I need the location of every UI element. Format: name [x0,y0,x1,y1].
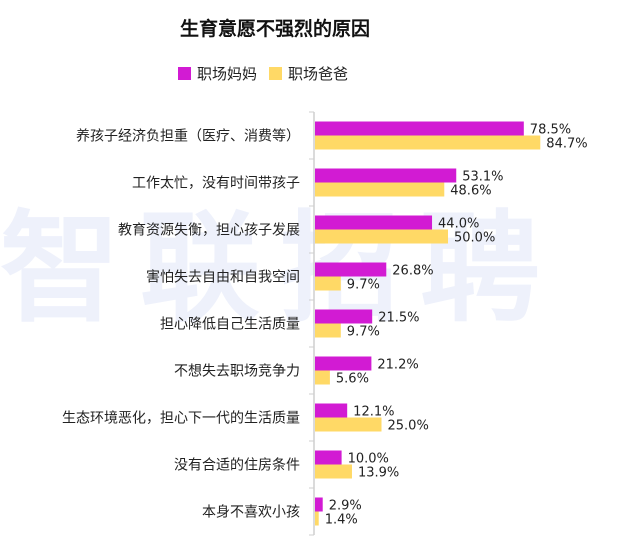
data-label-fathers: 9.7% [347,325,380,340]
category-label: 害怕失去自由和自我空间 [146,270,300,286]
data-label-fathers: 48.6% [450,184,491,199]
data-label-mothers: 12.1% [353,405,394,420]
bar-mothers [315,497,323,512]
data-label-mothers: 21.2% [377,358,418,373]
legend: 职场妈妈 职场爸爸 [178,62,360,84]
bar-fathers [315,276,341,291]
bar-mothers [315,450,342,465]
legend-label-fathers: 职场爸爸 [288,64,349,83]
bar-fathers [315,323,341,338]
data-label-fathers: 1.4% [325,513,358,528]
bar-fathers [315,417,382,432]
category-label: 不想失去职场竞争力 [174,363,300,380]
category-label: 工作太忙，没有时间带孩子 [132,176,300,192]
legend-swatch-mothers [178,66,191,80]
data-label-mothers: 44.0% [438,217,479,232]
category-label: 没有合适的住房条件 [174,457,300,474]
legend-label-mothers: 职场妈妈 [197,64,258,83]
bar-fathers [315,135,541,150]
bar-mothers [315,403,348,418]
bar-mothers [315,215,433,230]
bar-fathers [315,464,352,479]
data-label-fathers: 84.7% [546,137,587,152]
category-label: 教育资源失衡，担心孩子发展 [118,223,300,239]
category-label: 养孩子经济负担重（医疗、消费等） [76,128,300,145]
data-label-fathers: 9.7% [347,278,380,293]
data-label-mothers: 10.0% [348,452,389,467]
bar-mothers [315,262,387,277]
data-label-fathers: 50.0% [454,231,495,246]
legend-item-mothers: 职场妈妈 [178,63,257,84]
data-label-mothers: 2.9% [329,499,362,514]
category-label: 担心降低自己生活质量 [160,317,300,333]
category-label: 生态环境恶化，担心下一代的生活质量 [62,411,300,427]
category-label: 本身不喜欢小孩 [202,505,300,521]
data-label-mothers: 26.8% [392,264,433,279]
legend-item-fathers: 职场爸爸 [269,63,348,84]
data-label-fathers: 13.9% [358,466,399,481]
chart-title: 生育意愿不强烈的原因 [179,18,370,40]
data-label-fathers: 25.0% [388,419,429,434]
bar-mothers [315,309,373,324]
data-label-mothers: 78.5% [530,123,571,138]
bar-mothers [315,356,372,371]
bar-mothers [315,121,524,136]
bar-fathers [315,229,448,244]
bar-fathers [315,511,319,526]
bar-fathers [315,182,445,197]
data-label-fathers: 5.6% [336,372,369,387]
data-label-mothers: 53.1% [462,170,503,185]
bar-mothers [315,168,457,183]
legend-swatch-fathers [269,66,283,80]
data-label-mothers: 21.5% [378,311,419,326]
bar-fathers [315,370,330,385]
